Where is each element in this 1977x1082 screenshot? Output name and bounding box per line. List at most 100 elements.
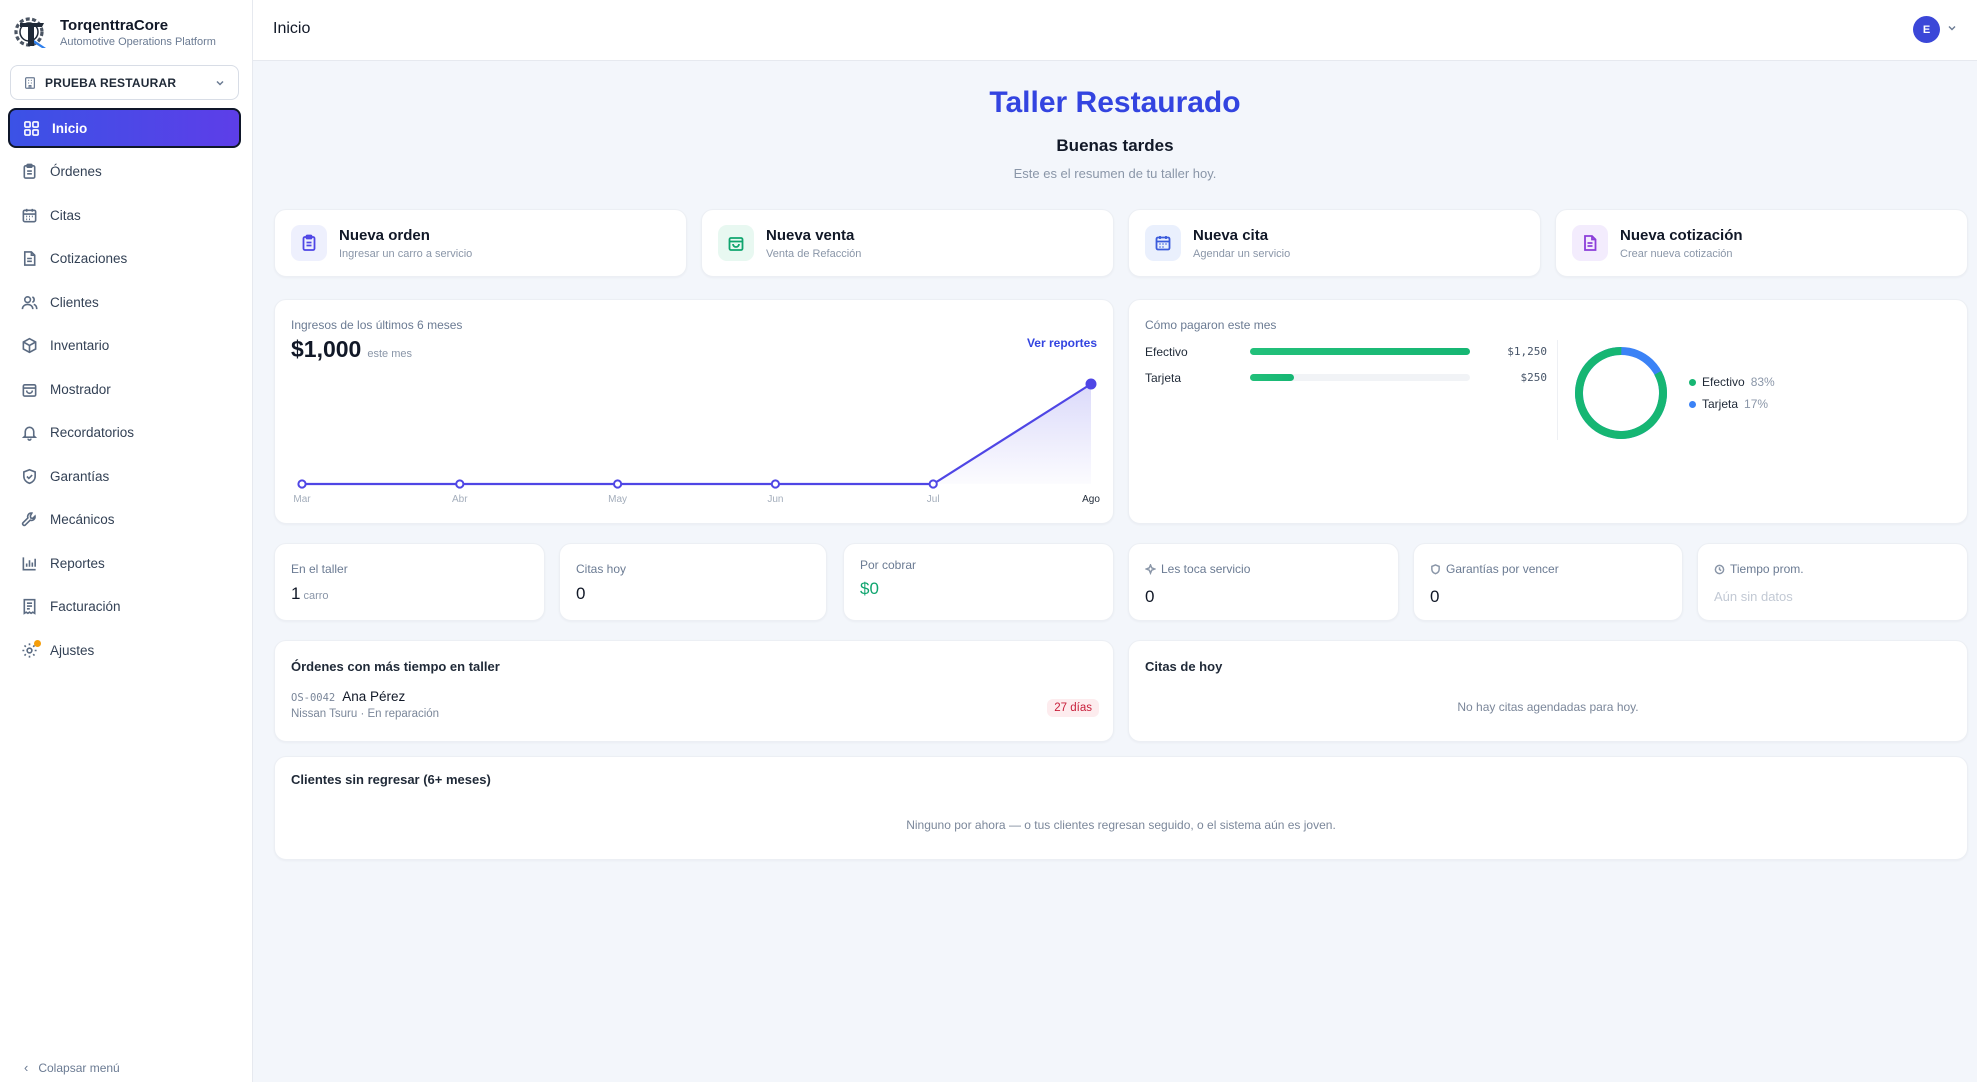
workspace-selector[interactable]: PRUEBA RESTAURAR (10, 65, 239, 100)
stat-suffix: carro (303, 590, 329, 602)
quick-action-icon-wrap (1145, 225, 1181, 261)
sidebar-item-inventario[interactable]: Inventario (8, 326, 241, 366)
sidebar-item-label: Órdenes (50, 164, 102, 179)
section-title: Órdenes con más tiempo en taller (291, 659, 500, 674)
order-row[interactable]: OS-0042 Ana Pérez Nissan Tsuru · En repa… (291, 689, 1099, 729)
legend-percent: 17% (1744, 397, 1769, 411)
x-tick-label: May (608, 494, 627, 505)
legend-percent: 83% (1750, 375, 1775, 389)
sidebar-item-label: Facturación (50, 599, 121, 614)
sidebar-item-label: Citas (50, 207, 81, 223)
notification-dot (34, 640, 41, 647)
legend-dot (1689, 378, 1696, 386)
income-line (302, 383, 1092, 486)
shield-icon (1431, 563, 1440, 574)
sidebar-item-garantias[interactable]: Garantías (8, 456, 241, 496)
sidebar-item-ajustes[interactable]: Ajustes (8, 630, 241, 670)
payment-amount: $250 (1520, 371, 1548, 384)
stat-label: En el taller (291, 562, 348, 576)
sidebar-item-facturacion[interactable]: Facturación (8, 587, 241, 627)
payment-method-name: Tarjeta (1145, 371, 1182, 385)
stat-label: Por cobrar (860, 558, 917, 572)
stat-card-average-time[interactable]: Tiempo prom. Aún sin datos (1697, 543, 1968, 621)
bag-icon (22, 383, 37, 397)
oldest-orders-card: Órdenes con más tiempo en taller OS-0042… (274, 640, 1114, 742)
sidebar-item-citas[interactable]: Citas (8, 195, 241, 235)
payments-card: Cómo pagaron este mes Efectivo $1,250 Ta… (1128, 299, 1968, 524)
x-tick-label: Ago (1082, 494, 1100, 505)
bell-icon (21, 426, 38, 441)
data-point[interactable] (297, 479, 307, 489)
order-client-name: Ana Pérez (342, 689, 406, 704)
stat-card-warranties-expiring[interactable]: Garantías por vencer 0 (1413, 543, 1683, 621)
data-point[interactable] (1085, 378, 1097, 390)
sidebar-item-inicio[interactable]: Inicio (8, 108, 241, 148)
inactive-clients-card: Clientes sin regresar (6+ meses) Ninguno… (274, 756, 1968, 860)
greeting-subtitle: Este es el resumen de tu taller hoy. (1013, 166, 1217, 181)
stat-value: $0 (860, 579, 879, 598)
clock-icon (1714, 564, 1725, 574)
collapse-menu-button[interactable]: ‹ Colapsar menú (24, 1060, 120, 1075)
sidebar-item-label: Recordatorios (50, 425, 135, 440)
topbar: Inicio E (253, 0, 1977, 61)
stat-card-in-shop[interactable]: En el taller 1 carro (274, 543, 545, 621)
data-point[interactable] (770, 479, 780, 489)
sidebar-item-label: Mecánicos (50, 512, 115, 527)
stat-label: Les toca servicio (1161, 562, 1251, 576)
legend-dot (1689, 400, 1696, 408)
sidebar-item-reportes[interactable]: Reportes (8, 543, 241, 583)
data-point[interactable] (928, 479, 938, 489)
chevron-down-icon[interactable] (1947, 23, 1957, 33)
quick-action-title: Nueva orden (339, 226, 430, 244)
quick-action-subtitle: Ingresar un carro a servicio (339, 247, 473, 260)
quick-action-subtitle: Agendar un servicio (1193, 247, 1291, 260)
stat-card-service-due[interactable]: Les toca servicio 0 (1128, 543, 1399, 621)
stat-label: Citas hoy (576, 562, 627, 576)
wrench-icon (21, 512, 36, 527)
x-tick-label: Abr (452, 494, 468, 505)
sidebar-item-mostrador[interactable]: Mostrador (8, 369, 241, 409)
data-point[interactable] (613, 479, 623, 489)
sidebar-item-label: Ajustes (50, 642, 95, 658)
quick-action-new-order[interactable]: Nueva orden Ingresar un carro a servicio (274, 209, 687, 277)
stat-label-row: Les toca servicio (1145, 562, 1250, 576)
users-icon (21, 295, 38, 309)
greeting: Buenas tardes (1056, 136, 1174, 155)
stat-card-appointments-today[interactable]: Citas hoy 0 (559, 543, 827, 621)
calendar-icon (22, 208, 37, 222)
sidebar-item-ordenes[interactable]: Órdenes (8, 152, 241, 192)
bar-chart-icon (22, 556, 36, 570)
stat-value: 1 (291, 584, 301, 603)
quick-action-new-sale[interactable]: Nueva venta Venta de Refacción (701, 209, 1114, 277)
empty-state-text: No hay citas agendadas para hoy. (1457, 700, 1639, 714)
sidebar-item-mecanicos[interactable]: Mecánicos (8, 500, 241, 540)
income-card: Ingresos de los últimos 6 meses $1,000 e… (274, 299, 1114, 524)
sidebar-item-cotizaciones[interactable]: Cotizaciones (8, 239, 241, 279)
grid-icon (24, 120, 39, 136)
sidebar-item-clientes[interactable]: Clientes (8, 282, 241, 322)
quick-action-icon-wrap (291, 225, 327, 261)
payment-amount: $1,250 (1507, 345, 1547, 358)
payment-bar-efectivo (1250, 348, 1470, 355)
brand[interactable]: TorqenttraCore Automotive Operations Pla… (12, 12, 216, 52)
stat-label-row: Garantías por vencer (1430, 562, 1559, 576)
page-title: Inicio (273, 20, 311, 37)
legend-label: Tarjeta (1702, 397, 1739, 411)
legend-tarjeta: Tarjeta 17% (1689, 397, 1768, 411)
gear-icon (22, 642, 37, 658)
stat-value: Aún sin datos (1714, 589, 1793, 604)
quick-action-new-quote[interactable]: Nueva cotización Crear nueva cotización (1555, 209, 1968, 277)
order-code: OS-0042 (291, 692, 336, 704)
quick-action-new-appointment[interactable]: Nueva cita Agendar un servicio (1128, 209, 1541, 277)
avatar[interactable]: E (1913, 16, 1940, 43)
view-reports-link[interactable]: Ver reportes (1026, 336, 1097, 350)
stat-card-receivables[interactable]: Por cobrar $0 (843, 543, 1114, 621)
donut-slice-efectivo (1575, 347, 1667, 439)
payment-bar-fill (1250, 348, 1470, 355)
sidebar-item-label: Inventario (50, 338, 110, 353)
sidebar-item-recordatorios[interactable]: Recordatorios (8, 413, 241, 453)
legend-efectivo: Efectivo 83% (1689, 375, 1775, 389)
income-amount: $1,000 (291, 336, 362, 362)
payment-row-tarjeta: Tarjeta (1145, 371, 1181, 385)
data-point[interactable] (455, 479, 465, 489)
